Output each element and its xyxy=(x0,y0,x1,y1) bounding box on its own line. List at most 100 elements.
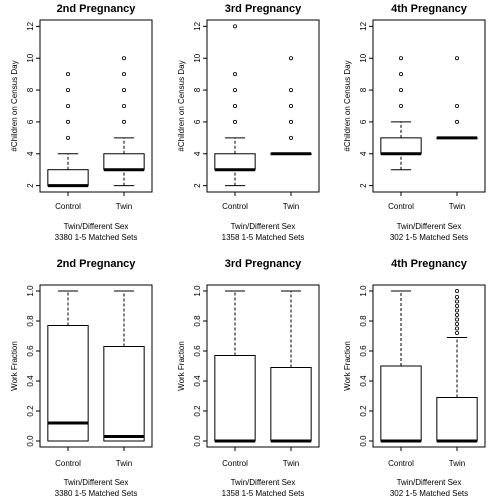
y-tick-label: 4 xyxy=(26,151,35,156)
y-tick-label: 2 xyxy=(359,183,368,188)
y-tick-label: 8 xyxy=(359,87,368,92)
y-tick-label: 10 xyxy=(26,53,35,62)
x-tick-label: Control xyxy=(388,202,414,211)
panel-subtitle-line: 1358 1-5 Matched Sets xyxy=(222,233,305,242)
outlier-point xyxy=(122,119,127,124)
y-tick-label: 6 xyxy=(359,119,368,124)
y-tick-label: 0.8 xyxy=(359,315,368,327)
panel-subtitle-line: 1358 1-5 Matched Sets xyxy=(222,489,305,498)
x-tick-label: Control xyxy=(222,202,248,211)
y-tick-label: 0.6 xyxy=(26,345,35,357)
y-tick-label: 0.0 xyxy=(193,435,202,447)
outlier-point xyxy=(288,104,293,109)
y-tick-label: 0.0 xyxy=(359,435,368,447)
y-tick-label: 12 xyxy=(193,21,202,30)
x-tick-label: Twin xyxy=(283,459,299,468)
outlier-point xyxy=(66,104,71,109)
y-tick-label: 1.0 xyxy=(359,285,368,297)
outlier-point xyxy=(398,88,403,93)
y-tick-label: 0.8 xyxy=(193,315,202,327)
box xyxy=(214,355,256,442)
outlier-point xyxy=(454,308,459,313)
plot-frame xyxy=(206,19,320,193)
panel-title: 3rd Pregnancy xyxy=(225,258,302,270)
y-axis-label: #Children on Census Day xyxy=(10,60,19,151)
y-tick-label: 10 xyxy=(359,53,368,62)
panel-title: 4th Pregnancy xyxy=(391,258,468,270)
x-tick-label: Twin xyxy=(449,202,465,211)
outlier-point xyxy=(122,104,127,109)
outlier-point xyxy=(454,312,459,317)
x-tick-label: Twin xyxy=(283,202,299,211)
outlier-point xyxy=(454,119,459,124)
plot-frame xyxy=(206,284,320,448)
outlier-point xyxy=(454,321,459,326)
y-tick-label: 12 xyxy=(26,21,35,30)
outlier-point xyxy=(232,72,237,77)
x-tick-label: Twin xyxy=(449,459,465,468)
y-tick-label: 0.4 xyxy=(359,375,368,387)
outlier-point xyxy=(66,88,71,93)
y-tick-label: 0.2 xyxy=(359,405,368,417)
y-tick-label: 4 xyxy=(359,151,368,156)
y-tick-label: 6 xyxy=(193,119,202,124)
y-tick-label: 8 xyxy=(26,87,35,92)
outlier-point xyxy=(232,24,237,29)
outlier-point xyxy=(122,56,127,61)
panel-title: 2nd Pregnancy xyxy=(57,258,137,270)
panel-subtitle-line: 3380 1-5 Matched Sets xyxy=(55,233,138,242)
box xyxy=(214,153,256,171)
y-tick-label: 0.2 xyxy=(193,405,202,417)
y-axis-label: Work Fraction xyxy=(343,341,352,391)
outlier-point xyxy=(66,119,71,124)
y-axis-label: Work Fraction xyxy=(177,341,186,391)
y-tick-label: 1.0 xyxy=(193,285,202,297)
panel-subtitle-line: 302 1-5 Matched Sets xyxy=(390,233,468,242)
panel-subtitle-line: 302 1-5 Matched Sets xyxy=(390,489,468,498)
panel-subtitle-line: Twin/Different Sex xyxy=(397,222,462,231)
x-tick-label: Control xyxy=(55,202,81,211)
outlier-point xyxy=(398,104,403,109)
y-tick-label: 0.6 xyxy=(359,345,368,357)
y-tick-label: 0.4 xyxy=(26,375,35,387)
outlier-point xyxy=(398,72,403,77)
box xyxy=(47,169,89,187)
box xyxy=(436,397,478,442)
y-axis-label: Work Fraction xyxy=(10,341,19,391)
outlier-point xyxy=(454,317,459,322)
panel-subtitle-line: Twin/Different Sex xyxy=(231,222,296,231)
panel-subtitle-line: Twin/Different Sex xyxy=(64,478,129,487)
outlier-point xyxy=(454,104,459,109)
outlier-point xyxy=(398,56,403,61)
outlier-point xyxy=(288,135,293,140)
y-tick-label: 12 xyxy=(359,21,368,30)
y-tick-label: 6 xyxy=(26,119,35,124)
x-tick-label: Twin xyxy=(116,459,132,468)
x-tick-label: Control xyxy=(222,459,248,468)
panel-subtitle-line: 3380 1-5 Matched Sets xyxy=(55,489,138,498)
y-tick-label: 4 xyxy=(193,151,202,156)
y-tick-label: 0.0 xyxy=(26,435,35,447)
y-tick-label: 0.4 xyxy=(193,375,202,387)
plot-frame xyxy=(372,19,486,193)
panel-title: 2nd Pregnancy xyxy=(57,3,137,15)
x-tick-label: Control xyxy=(388,459,414,468)
outlier-point xyxy=(66,72,71,77)
x-tick-label: Twin xyxy=(116,202,132,211)
outlier-point xyxy=(454,330,459,335)
plot-frame xyxy=(39,284,153,448)
panel-subtitle-line: Twin/Different Sex xyxy=(397,478,462,487)
outlier-point xyxy=(66,135,71,140)
box xyxy=(270,367,312,442)
outlier-point xyxy=(454,303,459,308)
outlier-point xyxy=(232,88,237,93)
y-axis-label: #Children on Census Day xyxy=(177,60,186,151)
outlier-point xyxy=(232,104,237,109)
panel-title: 3rd Pregnancy xyxy=(225,3,302,15)
y-tick-label: 0.6 xyxy=(193,345,202,357)
plot-frame xyxy=(39,19,153,193)
panel-subtitle-line: Twin/Different Sex xyxy=(231,478,296,487)
box xyxy=(380,137,422,155)
outlier-point xyxy=(454,288,459,293)
